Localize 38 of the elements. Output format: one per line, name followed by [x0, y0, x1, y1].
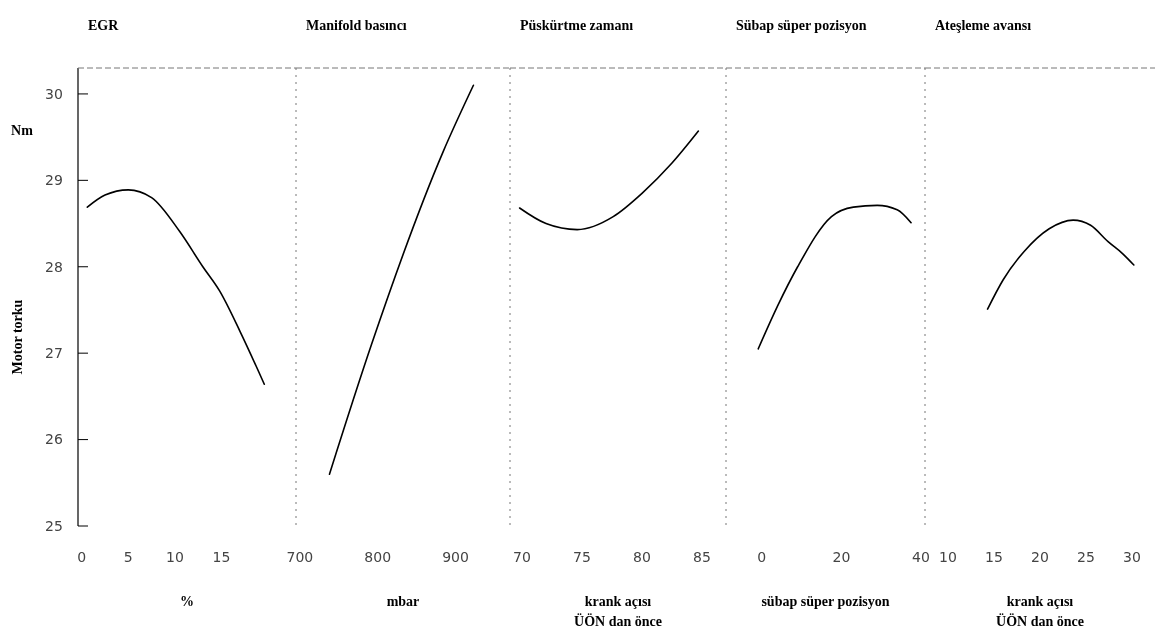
x-tick-label: 40	[912, 549, 930, 565]
x-tick-label: 10	[165, 549, 184, 565]
x-tick-label: 75	[573, 549, 591, 565]
chart-title: Sübap süper pozisyon	[736, 18, 867, 33]
line-series	[86, 189, 266, 386]
x-tick-label: 900	[442, 549, 469, 565]
x-tick-label: 20	[832, 549, 851, 565]
x-axis-title: mbar	[386, 594, 420, 609]
x-tick-label: 700	[286, 549, 314, 565]
chart-title: Püskürtme zamanı	[520, 18, 634, 33]
y-tick-label: 26	[45, 431, 63, 448]
x-tick-label: 15	[985, 549, 1003, 565]
x-tick-label: 80	[633, 549, 651, 565]
x-tick-label: 20	[1031, 549, 1049, 565]
y-tick-label: 25	[45, 517, 63, 534]
x-tick-label: 0	[757, 549, 767, 565]
x-axis-title: sübap süper pozisyon	[761, 594, 890, 609]
chart-title: EGR	[88, 18, 120, 33]
chart-title: Manifold basıncı	[306, 18, 407, 33]
y-tick-label: 30	[45, 85, 63, 102]
x-tick-label: 800	[364, 549, 392, 565]
x-axis-title: krank açısı ÜÖN dan önce	[574, 594, 662, 629]
x-tick-label: 15	[212, 549, 231, 565]
y-axis-title: Motor torku	[10, 299, 25, 375]
chart-title: Ateşleme avansı	[935, 18, 1032, 33]
x-axis-title: krank açısı ÜÖN dan önce	[996, 594, 1084, 629]
x-tick-label: 5	[123, 549, 133, 565]
y-tick-label: 29	[45, 172, 63, 189]
y-tick-label: 28	[45, 258, 63, 275]
x-tick-label: 30	[1123, 549, 1141, 565]
x-axis-title: %	[180, 594, 194, 609]
x-tick-label: 10	[939, 549, 957, 565]
x-tick-label: 0	[77, 549, 87, 565]
x-tick-label: 85	[693, 549, 711, 565]
x-tick-label: 25	[1077, 549, 1095, 565]
text: Nm	[11, 123, 34, 138]
x-tick-label: 70	[513, 549, 531, 565]
y-tick-label: 27	[45, 345, 63, 362]
